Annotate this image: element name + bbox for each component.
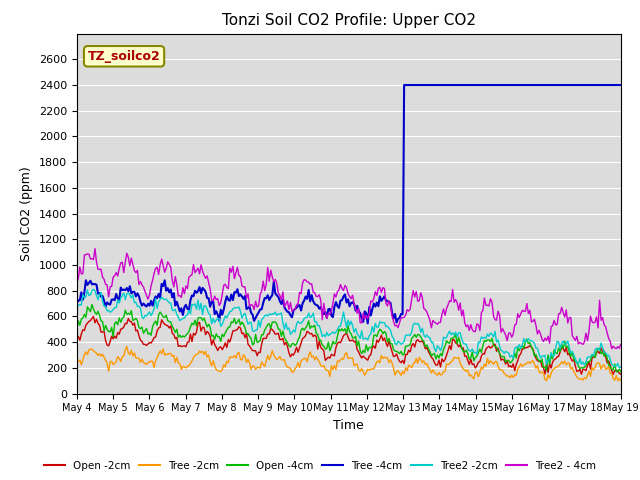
Open -2cm xyxy=(73,333,81,339)
X-axis label: Time: Time xyxy=(333,419,364,432)
Tree2 - 4cm xyxy=(91,246,99,252)
Tree2 - 4cm xyxy=(237,274,244,280)
Tree2 - 4cm xyxy=(141,288,149,294)
Tree2 - 4cm xyxy=(264,264,271,270)
Tree2 -2cm xyxy=(617,364,625,370)
Open -2cm xyxy=(141,341,149,347)
Tree2 -2cm xyxy=(141,312,149,318)
Text: TZ_soilco2: TZ_soilco2 xyxy=(88,50,161,63)
Open -4cm xyxy=(237,322,244,328)
Open -4cm xyxy=(617,369,625,374)
Tree2 - 4cm xyxy=(608,346,616,351)
Open -2cm xyxy=(609,372,617,377)
Tree2 -2cm xyxy=(616,365,623,371)
Tree -4cm xyxy=(415,82,423,88)
Tree -4cm xyxy=(364,321,372,326)
Tree -4cm xyxy=(617,82,625,88)
Tree -2cm xyxy=(141,360,149,366)
Line: Tree -2cm: Tree -2cm xyxy=(77,347,621,381)
Line: Open -2cm: Open -2cm xyxy=(77,316,621,374)
Tree -2cm xyxy=(123,344,131,349)
Open -2cm xyxy=(237,325,244,331)
Line: Tree -4cm: Tree -4cm xyxy=(77,85,621,324)
Open -4cm xyxy=(73,327,81,333)
Open -2cm xyxy=(617,372,625,377)
Tree2 -2cm xyxy=(237,309,244,314)
Tree -4cm xyxy=(554,82,561,88)
Tree -4cm xyxy=(73,301,81,307)
Tree -2cm xyxy=(543,378,550,384)
Line: Tree2 - 4cm: Tree2 - 4cm xyxy=(77,249,621,348)
Tree2 -2cm xyxy=(588,351,596,357)
Open -4cm xyxy=(141,328,149,334)
Tree2 - 4cm xyxy=(617,341,625,347)
Tree2 -2cm xyxy=(312,319,320,324)
Open -2cm xyxy=(312,334,320,339)
Tree -2cm xyxy=(237,357,244,362)
Tree -2cm xyxy=(73,358,81,364)
Tree -2cm xyxy=(312,354,320,360)
Open -4cm xyxy=(614,369,621,374)
Open -4cm xyxy=(255,339,262,345)
Tree -2cm xyxy=(264,352,271,358)
Line: Tree2 -2cm: Tree2 -2cm xyxy=(77,289,621,368)
Tree2 -2cm xyxy=(90,287,97,292)
Y-axis label: Soil CO2 (ppm): Soil CO2 (ppm) xyxy=(20,166,33,261)
Title: Tonzi Soil CO2 Profile: Upper CO2: Tonzi Soil CO2 Profile: Upper CO2 xyxy=(222,13,476,28)
Open -2cm xyxy=(588,355,596,361)
Open -4cm xyxy=(264,322,271,327)
Open -4cm xyxy=(312,330,320,336)
Tree -4cm xyxy=(403,82,411,88)
Tree -4cm xyxy=(88,281,96,287)
Open -2cm xyxy=(255,349,262,355)
Open -4cm xyxy=(588,353,596,359)
Tree -2cm xyxy=(589,367,597,373)
Tree -2cm xyxy=(617,378,625,384)
Tree2 - 4cm xyxy=(588,319,596,324)
Tree -4cm xyxy=(400,82,408,88)
Tree2 -2cm xyxy=(73,308,81,313)
Tree2 - 4cm xyxy=(255,302,262,308)
Tree2 - 4cm xyxy=(312,294,320,300)
Open -4cm xyxy=(88,302,96,308)
Open -2cm xyxy=(264,331,271,337)
Tree -2cm xyxy=(255,364,262,370)
Tree2 - 4cm xyxy=(73,280,81,286)
Tree2 -2cm xyxy=(255,318,262,324)
Open -2cm xyxy=(90,313,97,319)
Tree -4cm xyxy=(385,299,393,305)
Line: Open -4cm: Open -4cm xyxy=(77,305,621,372)
Tree2 -2cm xyxy=(264,313,271,319)
Legend: Open -2cm, Tree -2cm, Open -4cm, Tree -4cm, Tree2 -2cm, Tree2 - 4cm: Open -2cm, Tree -2cm, Open -4cm, Tree -4… xyxy=(40,456,600,475)
Tree -4cm xyxy=(175,304,182,310)
